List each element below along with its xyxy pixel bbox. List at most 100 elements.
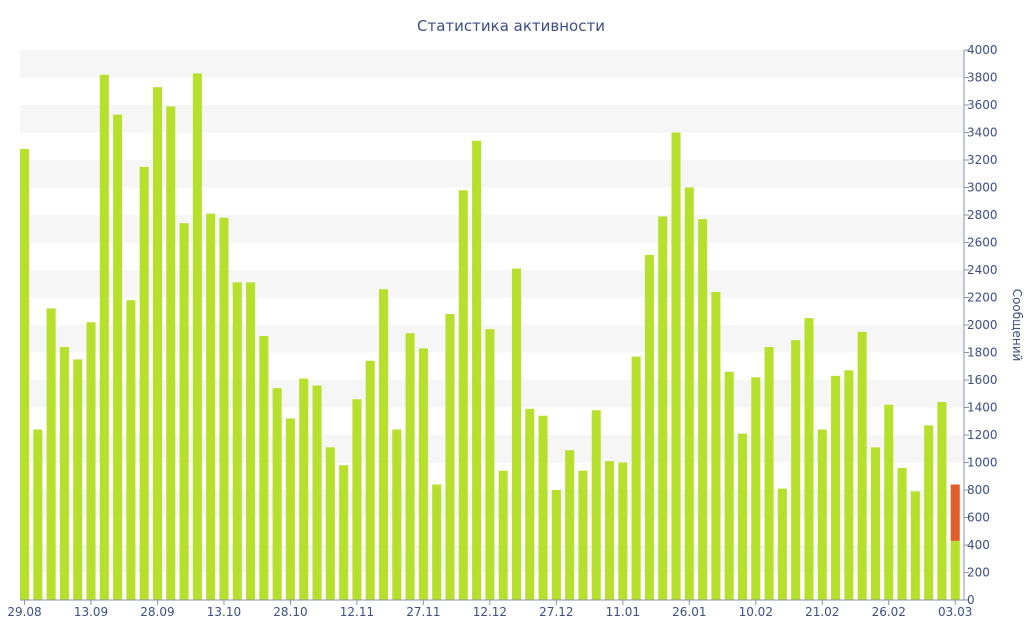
bar [844,370,854,600]
y-tick-label: 2200 [967,291,998,305]
y-tick-label: 1400 [967,401,998,415]
grid-band [20,160,964,188]
y-tick-label: 1800 [967,346,998,360]
grid-band [20,215,964,243]
x-tick-label: 11.01 [606,605,640,619]
x-tick-label: 13.10 [207,605,241,619]
x-tick-label: 27.11 [406,605,440,619]
bar [179,223,189,600]
bar [99,74,109,600]
y-tick-label: 3400 [967,126,998,140]
bar [392,429,402,600]
grid-band [20,105,964,133]
bar [737,433,748,600]
y-axis-label: Сообщений [1010,289,1024,362]
bar [857,331,867,600]
bar [924,425,934,600]
bar [299,378,309,600]
x-tick-label: 12.12 [473,605,507,619]
bar [166,106,176,600]
bar [538,415,548,600]
bar [950,540,960,600]
x-tick-label: 10.02 [739,605,773,619]
bar [605,461,615,600]
bar [259,336,269,600]
x-tick-label: 29.08 [7,605,41,619]
bar [817,429,827,600]
bar [86,322,96,600]
x-tick-label: 26.02 [872,605,906,619]
grid-band [20,50,964,78]
bar-series [20,73,960,600]
y-tick-label: 2800 [967,208,998,222]
bar [631,356,641,600]
bar [365,360,375,600]
bar [59,347,69,600]
y-tick-label: 800 [967,483,990,497]
bar [711,292,721,600]
x-tick-label: 03.03 [938,605,972,619]
bar [591,410,601,600]
x-tick-label: 28.09 [140,605,174,619]
x-tick-label: 13.09 [74,605,108,619]
bar [405,333,415,600]
chart-title: Статистика активности [417,17,605,35]
bar [751,377,761,600]
bar [33,429,43,600]
y-tick-label: 0 [967,593,975,607]
y-tick-label: 1200 [967,428,998,442]
bar [937,402,947,600]
y-tick-label: 200 [967,566,990,580]
bar [378,289,389,600]
bar [325,447,335,600]
y-tick-label: 2600 [967,236,998,250]
y-tick-label: 400 [967,538,990,552]
bar [352,399,362,600]
y-tick-label: 3000 [967,181,998,195]
bar [565,450,575,600]
bar [232,282,242,600]
bar [192,73,202,600]
bar [272,388,282,600]
y-axis-ticks: 0 200 400 600 800 1000 1200 1400 1600 1800 2000 220… [964,43,998,607]
bar [525,408,535,600]
bar [206,213,216,600]
bar [445,314,455,600]
bar [578,470,588,600]
bar-highlight-segment [950,484,960,541]
bar [511,268,521,600]
bar [498,470,508,600]
bar [698,219,708,600]
bar [312,385,322,600]
bar [458,190,468,600]
bar [791,340,801,600]
bar [246,282,256,600]
bar [777,488,787,600]
bar [684,187,694,600]
bar [20,149,30,600]
x-axis-ticks: 29.08 13.09 28.09 13.10 28.10 12.11 27.11 12.12… [7,600,972,619]
bar [671,132,681,600]
bar [219,217,229,600]
y-tick-label: 3600 [967,98,998,112]
y-tick-label: 1000 [967,456,998,470]
bar [764,347,774,600]
bar [485,329,495,600]
bar [285,418,295,600]
bar [551,490,561,600]
bar [870,447,880,600]
bar [472,140,482,600]
y-tick-label: 1600 [967,373,998,387]
grid-band [20,270,964,298]
bar [152,87,162,600]
y-tick-label: 2000 [967,318,998,332]
bar [804,318,814,600]
bar [884,404,894,600]
x-tick-label: 12.11 [340,605,374,619]
bar [897,468,907,600]
bar [618,462,628,600]
x-tick-label: 26.01 [672,605,706,619]
bar [432,484,442,600]
